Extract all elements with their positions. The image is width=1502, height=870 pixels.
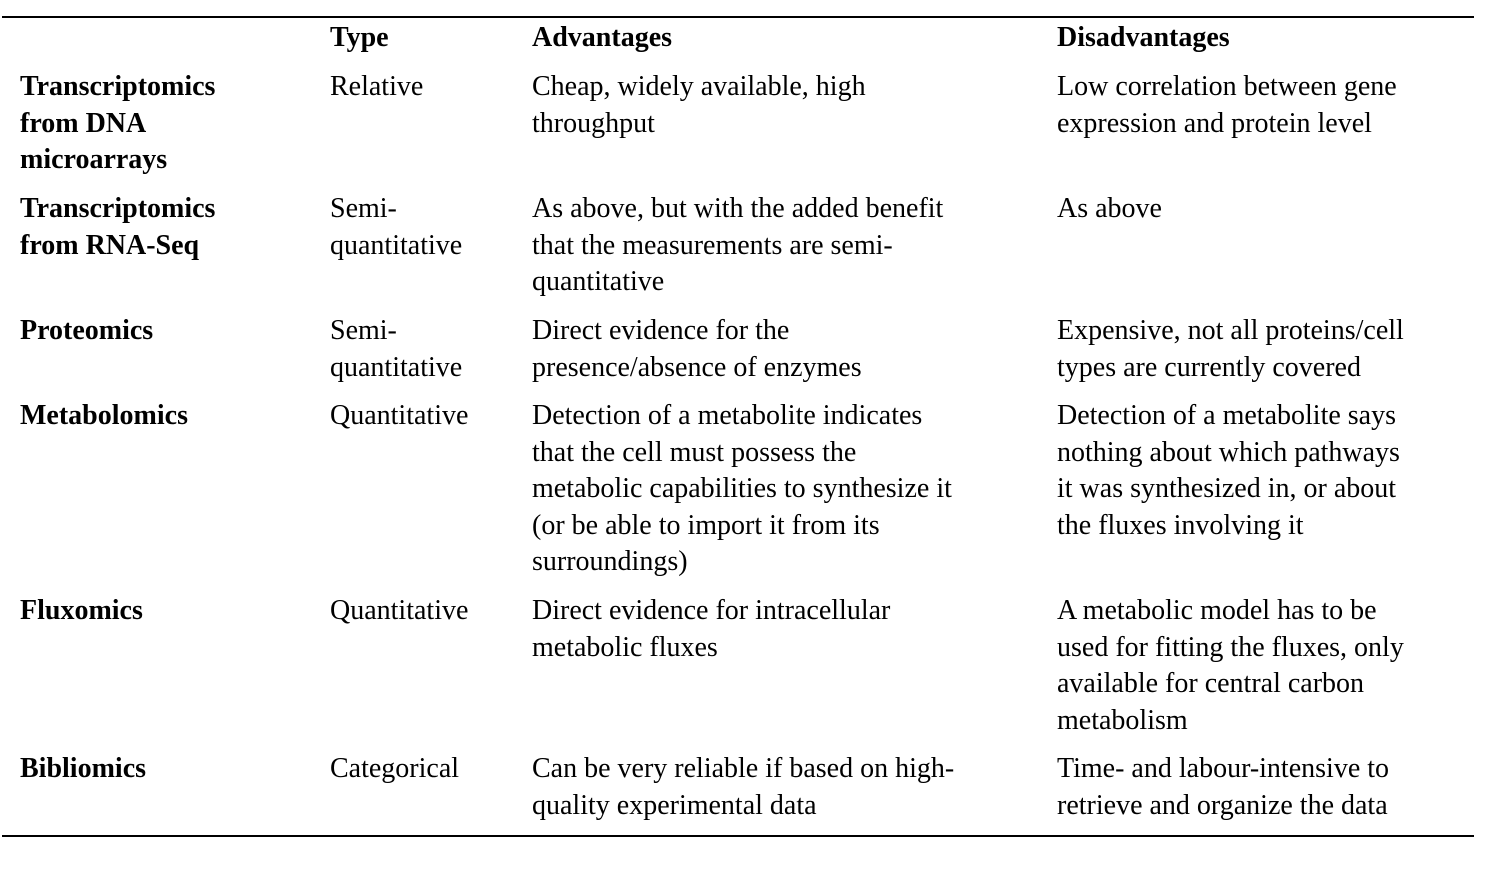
row-type: Semi- quantitative (330, 315, 463, 383)
row-advantages: Cheap, widely available, high throughput (532, 71, 866, 139)
row-disadvantages: Low correlation between gene expression … (1057, 71, 1397, 139)
table-top-rule (2, 16, 1474, 18)
row-type: Categorical (330, 753, 460, 784)
row-type: Relative (330, 71, 424, 102)
table-bottom-rule (2, 835, 1474, 837)
row-disadvantages: As above (1057, 193, 1162, 224)
row-advantages: As above, but with the added benefit tha… (532, 193, 944, 298)
row-type: Quantitative (330, 400, 469, 431)
row-label: Transcriptomics from RNA-Seq (20, 193, 216, 261)
row-label: Bibliomics (20, 753, 147, 784)
row-advantages: Direct evidence for the presence/absence… (532, 315, 862, 383)
row-type: Quantitative (330, 595, 469, 626)
row-advantages: Can be very reliable if based on high- q… (532, 753, 955, 821)
row-label: Fluxomics (20, 595, 143, 626)
row-disadvantages: Detection of a metabolite says nothing a… (1057, 400, 1400, 541)
row-type: Semi- quantitative (330, 193, 463, 261)
row-disadvantages: Time- and labour-intensive to retrieve a… (1057, 753, 1390, 821)
row-disadvantages: A metabolic model has to be used for fit… (1057, 595, 1404, 736)
header-type: Type (330, 22, 389, 53)
row-label: Proteomics (20, 315, 154, 346)
row-advantages: Direct evidence for intracellular metabo… (532, 595, 891, 663)
row-label: Metabolomics (20, 400, 188, 431)
row-advantages: Detection of a metabolite indicates that… (532, 400, 952, 578)
header-disadvantages: Disadvantages (1057, 22, 1230, 53)
row-label: Transcriptomics from DNA microarrays (20, 71, 216, 176)
header-advantages: Advantages (532, 22, 673, 53)
row-disadvantages: Expensive, not all proteins/cell types a… (1057, 315, 1404, 383)
